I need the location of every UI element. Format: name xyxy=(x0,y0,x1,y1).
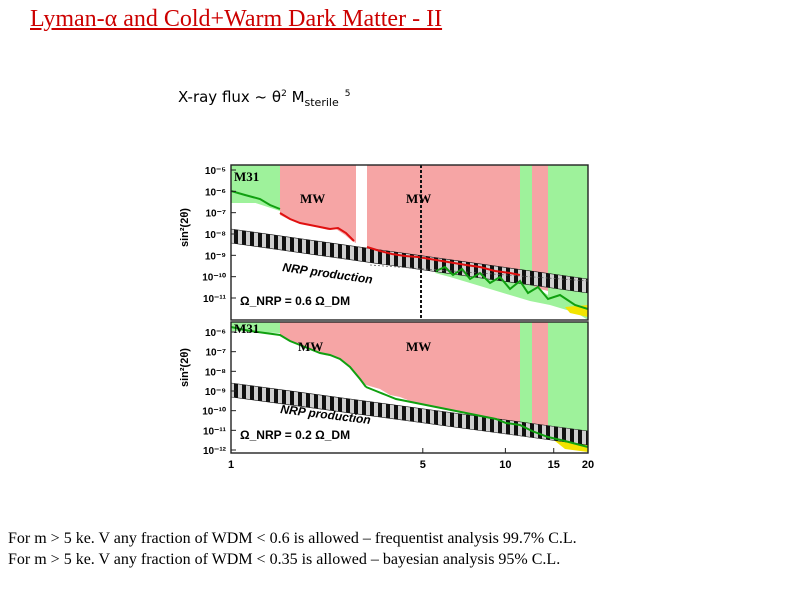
top-y-tick-label: 10⁻⁸ xyxy=(205,230,226,241)
bottom-panel: M31 MW MW NRP production Ω_NRP = 0.2 Ω_D… xyxy=(179,321,594,471)
subtitle-formula: X-ray flux ~ θ2 Msterile 5 xyxy=(178,88,350,109)
subtitle-mass: M xyxy=(286,88,305,106)
bottom-green-strip-1 xyxy=(520,322,532,431)
top-label-fraction: Ω_NRP = 0.6 Ω_DM xyxy=(240,294,350,308)
top-red-strip xyxy=(532,165,548,291)
x-tick-label: 1 xyxy=(228,459,234,471)
conclusion-bayesian: For m > 5 ke. V any fraction of WDM < 0.… xyxy=(8,551,561,568)
bottom-y-axis-label: sin²(2θ) xyxy=(179,348,191,387)
top-y-axis-label: sin²(2θ) xyxy=(179,208,191,247)
top-label-mw-2: MW xyxy=(406,191,431,206)
bottom-y-tick-label: 10⁻¹⁰ xyxy=(202,407,226,418)
top-mw-limit-curve-red-2 xyxy=(366,246,521,276)
subtitle-sterile-subscript: sterile xyxy=(304,96,339,109)
top-green-strip-1 xyxy=(520,165,532,285)
bottom-green-limit-curve-2 xyxy=(365,386,588,448)
bottom-y-ticks: 10⁻⁶ 10⁻⁷ 10⁻⁸ 10⁻⁹ 10⁻¹⁰ 10⁻¹¹ 10⁻¹² xyxy=(202,328,236,457)
bottom-green-limit-curve xyxy=(231,326,367,388)
bottom-panel-frame xyxy=(230,321,589,454)
exclusion-plot-svg: M31 MW MW NRP production Ω_NRP = 0.6 Ω_D… xyxy=(179,164,594,471)
bottom-y-tick-label: 10⁻⁷ xyxy=(205,348,226,359)
bottom-nrp-band xyxy=(231,382,588,446)
bottom-mw-region-right xyxy=(366,322,520,427)
bottom-y-tick-label: 10⁻¹¹ xyxy=(203,426,227,437)
bottom-red-strip xyxy=(532,322,548,437)
slide-title: Lyman-α and Cold+Warm Dark Matter - II xyxy=(30,6,443,32)
top-y-ticks: 10⁻⁵ 10⁻⁶ 10⁻⁷ 10⁻⁸ 10⁻⁹ 10⁻¹⁰ 10⁻¹¹ xyxy=(202,166,236,305)
bottom-y-tick-label: 10⁻¹² xyxy=(203,446,227,457)
subtitle-prefix: X-ray flux ~ θ xyxy=(178,88,282,106)
top-mw-region-left xyxy=(280,165,356,243)
bottom-y-tick-label: 10⁻⁹ xyxy=(205,387,226,398)
bottom-fraction-text: Ω_NRP = 0.2 Ω_DM xyxy=(240,428,350,442)
bottom-label-fraction: Ω_NRP = 0.2 Ω_DM xyxy=(240,428,350,442)
subtitle-mass-exponent: 5 xyxy=(344,89,351,99)
bottom-label-m31: M31 xyxy=(234,321,259,336)
top-green-limit-curve-2 xyxy=(435,265,588,310)
top-y-tick-label: 10⁻¹¹ xyxy=(203,294,227,305)
x-tick-label: 15 xyxy=(548,459,560,471)
top-label-mw-1: MW xyxy=(300,191,325,206)
bottom-label-mw-1: MW xyxy=(298,339,323,354)
conclusions-text: For m > 5 ke. V any fraction of WDM < 0.… xyxy=(8,528,577,570)
top-panel-frame xyxy=(230,164,589,321)
top-panel: M31 MW MW NRP production Ω_NRP = 0.6 Ω_D… xyxy=(179,164,589,321)
exclusion-figure: M31 MW MW NRP production Ω_NRP = 0.6 Ω_D… xyxy=(170,155,600,480)
top-label-m31: M31 xyxy=(234,169,259,184)
top-y-tick-label: 10⁻⁹ xyxy=(205,251,226,262)
top-m31-green-wedge xyxy=(231,195,280,211)
top-mw-limit-curve-red xyxy=(279,212,355,242)
x-tick-label: 10 xyxy=(499,459,511,471)
x-tick-label: 5 xyxy=(420,459,426,471)
bottom-y-tick-label: 10⁻⁸ xyxy=(205,367,226,378)
top-green-limit-curve xyxy=(231,190,281,210)
subtitle-theta-exponent: 2 xyxy=(281,89,287,99)
x-axis-ticks: 1 5 10 15 20 xyxy=(228,448,594,471)
top-y-tick-label: 10⁻⁷ xyxy=(205,209,226,220)
top-y-tick-label: 10⁻⁶ xyxy=(205,187,226,198)
top-y-tick-label: 10⁻⁵ xyxy=(205,166,226,177)
x-tick-label: 20 xyxy=(582,459,594,471)
top-mw-region-right xyxy=(367,165,520,275)
top-fraction-text: Ω_NRP = 0.6 Ω_DM xyxy=(240,294,350,308)
top-dotted-guide xyxy=(369,264,589,282)
bottom-label-mw-2: MW xyxy=(406,339,431,354)
conclusion-frequentist: For m > 5 ke. V any fraction of WDM < 0.… xyxy=(8,530,577,547)
bottom-y-tick-label: 10⁻⁶ xyxy=(205,328,226,339)
top-y-tick-label: 10⁻¹⁰ xyxy=(202,273,226,284)
bottom-green-strip-2 xyxy=(548,322,588,447)
